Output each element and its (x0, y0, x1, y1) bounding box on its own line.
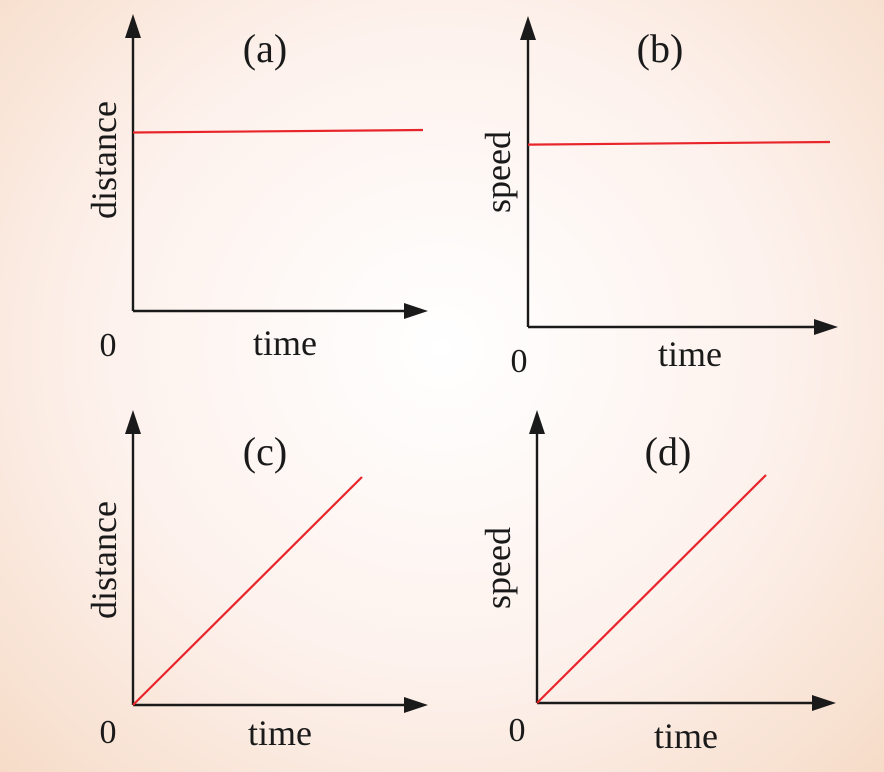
panel-label: (d) (645, 429, 692, 474)
x-axis-label: time (658, 334, 722, 374)
panel-label: (b) (637, 26, 684, 71)
origin-label: 0 (509, 712, 526, 749)
x-axis-arrow (812, 695, 836, 711)
panel-c: (c) time distance 0 (84, 410, 428, 753)
y-axis-arrow (520, 16, 536, 40)
panel-a: (a) time distance 0 (84, 14, 428, 364)
panel-b: (b) time speed 0 (478, 16, 838, 380)
x-axis-label: time (654, 716, 718, 756)
x-axis-arrow (814, 319, 838, 335)
y-axis-label: speed (478, 131, 518, 213)
y-axis-label: distance (84, 101, 124, 219)
panel-label: (a) (243, 26, 287, 71)
origin-label: 0 (100, 327, 117, 364)
y-axis-label: distance (84, 501, 124, 619)
panel-d: (d) time speed 0 (478, 410, 836, 756)
series-line (536, 474, 767, 704)
origin-label: 0 (511, 343, 528, 380)
y-axis-arrow (529, 410, 545, 434)
x-axis-label: time (253, 323, 317, 363)
x-axis-arrow (404, 303, 428, 319)
x-axis-label: time (248, 713, 312, 753)
series-line (132, 128, 424, 134)
y-axis-label: speed (478, 527, 518, 609)
y-axis-arrow (125, 14, 141, 38)
panel-label: (c) (243, 429, 287, 474)
y-axis-arrow (125, 410, 141, 434)
x-axis-arrow (404, 697, 428, 713)
series-line (132, 476, 363, 706)
series-line (527, 140, 831, 146)
origin-label: 0 (100, 714, 117, 751)
